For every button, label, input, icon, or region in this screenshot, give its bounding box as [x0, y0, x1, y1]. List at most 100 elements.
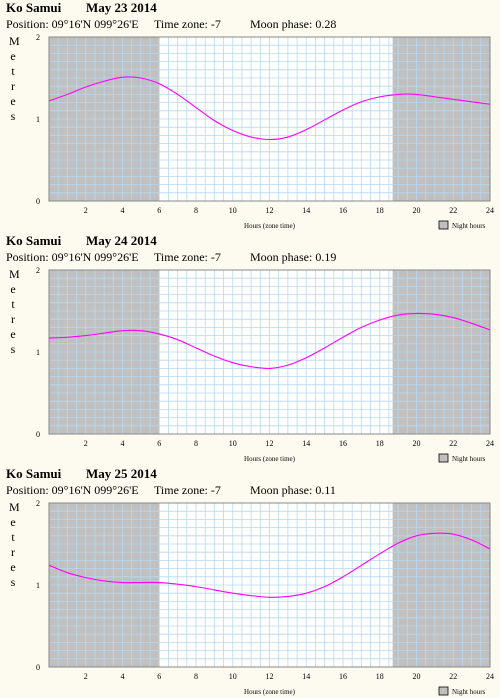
y-axis-letter: r	[11, 79, 15, 93]
plot-border	[48, 502, 491, 668]
x-tick-label: 4	[121, 672, 125, 681]
x-tick-label: 2	[84, 439, 88, 448]
y-axis-label: M e t r e s	[9, 500, 20, 590]
x-tick-label: 2	[84, 672, 88, 681]
location-label: Ko Samui	[6, 233, 62, 248]
moon-phase-label: Moon phase: 0.19	[250, 250, 337, 264]
x-tick-label: 18	[376, 672, 384, 681]
x-axis-label: Hours (zone time)	[244, 688, 296, 696]
legend-swatch	[438, 686, 449, 696]
chart-header: Ko Samui May 24 2014	[6, 233, 157, 249]
y-tick-label: 2	[36, 266, 40, 275]
y-axis-letter: t	[11, 64, 15, 78]
y-tick-label: 2	[36, 499, 40, 508]
y-axis-label: M e t r e s	[9, 267, 20, 357]
y-tick-label: 0	[36, 197, 40, 206]
x-tick-label: 14	[302, 439, 310, 448]
x-tick-label: 4	[121, 206, 125, 215]
x-axis-label: Hours (zone time)	[244, 455, 296, 463]
y-axis-letter: t	[11, 530, 15, 544]
y-axis-letter: e	[10, 327, 16, 341]
x-tick-label: 22	[449, 206, 457, 215]
x-tick-label: 12	[266, 439, 274, 448]
legend-swatch	[438, 220, 449, 230]
legend-label: Night hours	[452, 455, 486, 463]
x-tick-label: 6	[157, 672, 161, 681]
timezone-label: Time zone: -7	[154, 250, 221, 264]
x-tick-label: 6	[157, 439, 161, 448]
x-tick-label: 12	[266, 672, 274, 681]
tide-panel: 0 1 2 2 4 6 8 10 12 14 16 18 20 22 24 Hours (zone time)…	[0, 466, 500, 698]
legend-label: Night hours	[452, 222, 486, 230]
chart-header: Ko Samui May 23 2014	[6, 0, 157, 16]
y-tick-label: 1	[36, 348, 40, 357]
x-tick-label: 16	[339, 672, 347, 681]
x-tick-label: 16	[339, 206, 347, 215]
tide-height-line	[48, 532, 491, 598]
location-label: Ko Samui	[6, 0, 62, 15]
tide-panel: 0 1 2 2 4 6 8 10 12 14 16 18 20 22 24 Hours (zone time)…	[0, 233, 500, 465]
x-tick-label: 10	[229, 206, 237, 215]
y-axis-letter: e	[10, 49, 16, 63]
x-tick-label: 14	[302, 206, 310, 215]
date-label: May 25 2014	[86, 466, 157, 481]
moon-phase-label: Moon phase: 0.11	[250, 483, 336, 497]
x-tick-label: 14	[302, 672, 310, 681]
x-tick-label: 6	[157, 206, 161, 215]
y-axis-letter: e	[10, 560, 16, 574]
timezone-label: Time zone: -7	[154, 483, 221, 497]
plot-border	[48, 269, 491, 435]
y-axis-letter: e	[10, 94, 16, 108]
y-axis-letter: M	[9, 500, 20, 514]
y-axis-letter: M	[9, 34, 20, 48]
position-label: Position: 09°16'N 099°26'E	[6, 483, 139, 497]
moon-phase-label: Moon phase: 0.28	[250, 17, 337, 31]
x-tick-label: 20	[413, 672, 421, 681]
tide-height-line	[48, 312, 491, 369]
y-axis-letter: t	[11, 297, 15, 311]
legend-swatch	[438, 453, 449, 463]
x-tick-label: 18	[376, 439, 384, 448]
x-tick-label: 8	[194, 672, 198, 681]
chart-header: Ko Samui May 25 2014	[6, 466, 157, 482]
y-tick-label: 2	[36, 33, 40, 42]
x-tick-label: 8	[194, 206, 198, 215]
y-tick-label: 0	[36, 430, 40, 439]
legend-label: Night hours	[452, 688, 486, 696]
tide-panel: 0 1 2 2 4 6 8 10 12 14 16 18 20 22 24 Hours (zone time)…	[0, 0, 500, 232]
x-tick-label: 4	[121, 439, 125, 448]
y-tick-label: 0	[36, 663, 40, 672]
x-tick-label: 20	[413, 206, 421, 215]
y-axis-letter: s	[10, 109, 16, 123]
y-axis-letter: M	[9, 267, 20, 281]
x-tick-label: 16	[339, 439, 347, 448]
x-tick-label: 18	[376, 206, 384, 215]
timezone-label: Time zone: -7	[154, 17, 221, 31]
y-axis-letter: e	[10, 515, 16, 529]
y-axis-letter: s	[10, 575, 16, 589]
tide-height-line	[48, 76, 491, 141]
y-axis-letter: r	[11, 312, 15, 326]
location-label: Ko Samui	[6, 466, 62, 481]
date-label: May 24 2014	[86, 233, 157, 248]
position-label: Position: 09°16'N 099°26'E	[6, 250, 139, 264]
date-label: May 23 2014	[86, 0, 157, 15]
x-tick-label: 24	[486, 206, 494, 215]
x-tick-label: 22	[449, 439, 457, 448]
x-tick-label: 24	[486, 672, 494, 681]
x-tick-label: 2	[84, 206, 88, 215]
y-axis-letter: s	[10, 342, 16, 356]
y-axis-letter: r	[11, 545, 15, 559]
x-tick-label: 8	[194, 439, 198, 448]
position-label: Position: 09°16'N 099°26'E	[6, 17, 139, 31]
y-axis-letter: e	[10, 282, 16, 296]
x-tick-label: 22	[449, 672, 457, 681]
plot-border	[48, 36, 491, 202]
x-tick-label: 24	[486, 439, 494, 448]
y-tick-label: 1	[36, 115, 40, 124]
y-axis-label: M e t r e s	[9, 34, 20, 124]
x-tick-label: 20	[413, 439, 421, 448]
